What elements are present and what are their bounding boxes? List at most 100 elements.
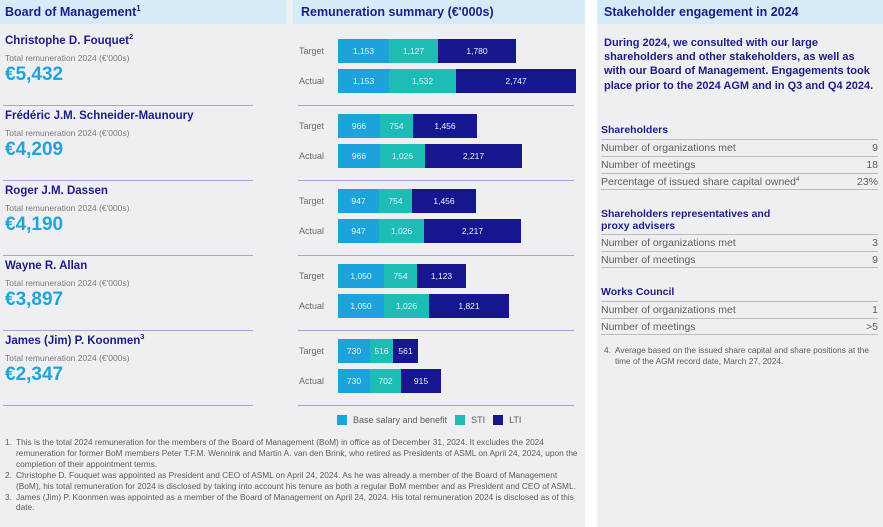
divider — [3, 405, 253, 406]
bar-sti: 1,127 — [389, 39, 438, 63]
table-row: Number of organizations met 9 — [601, 139, 878, 156]
total-label: Total remuneration 2024 (€'000s) — [5, 53, 130, 63]
footnote-text: Average based on the issued share capita… — [615, 345, 869, 366]
legend-label: Base salary and benefit — [353, 415, 448, 425]
chart-legend: Base salary and benefit STI LTI — [337, 415, 529, 425]
bar-sti: 754 — [380, 114, 413, 138]
bar-sti: 754 — [379, 189, 412, 213]
bar-lti: 2,747 — [456, 69, 576, 93]
member-name-text: James (Jim) P. Koonmen — [5, 335, 141, 347]
member-name-text: Christophe D. Fouquet — [5, 35, 129, 47]
total-label: Total remuneration 2024 (€'000s) — [5, 128, 130, 138]
row-label: Number of meetings — [601, 321, 696, 333]
total-label: Total remuneration 2024 (€'000s) — [5, 203, 130, 213]
legend-swatch-sti — [455, 415, 466, 425]
chart-header: Remuneration summary (€'000s) — [293, 0, 585, 24]
row-value: 1 — [872, 304, 878, 316]
bar-base: 966 — [338, 114, 380, 138]
total-value: €3,897 — [5, 289, 64, 310]
member-name: Christophe D. Fouquet2 — [5, 33, 252, 47]
total-value: €5,432 — [5, 64, 64, 85]
footnote-ref: 1 — [136, 4, 141, 13]
legend-label: STI — [471, 415, 486, 425]
row-label: Percentage of issued share capital owned… — [601, 174, 800, 189]
bar-lti: 1,456 — [413, 114, 477, 138]
row-label-actual: Actual — [299, 376, 325, 386]
bar-base: 1,153 — [338, 69, 389, 93]
row-label: Number of organizations met — [601, 304, 736, 316]
stakeholder-panel — [597, 0, 883, 527]
bar-lti: 915 — [401, 369, 441, 393]
divider — [3, 105, 253, 106]
divider — [298, 180, 574, 181]
row-value: 9 — [872, 254, 878, 266]
section-title-proxy-advisers: Shareholders representatives and proxy a… — [601, 208, 771, 232]
table-row: Number of organizations met 1 — [601, 301, 878, 318]
legend-item-lti: LTI — [493, 415, 521, 425]
bar-base: 1,050 — [338, 264, 384, 288]
footnote-4: 4. Average based on the issued share capi… — [604, 345, 878, 367]
footnote: 2. Christophe D. Fouquet was appointed as… — [5, 470, 580, 492]
table-row: Number of meetings 9 — [601, 251, 878, 268]
bar-base: 966 — [338, 144, 380, 168]
bar-lti: 1,780 — [438, 39, 516, 63]
board-header: Board of Management1 — [0, 0, 286, 24]
row-label-text: Percentage of issued share capital owned — [601, 176, 796, 188]
legend-item-sti: STI — [455, 415, 485, 425]
bar-lti: 2,217 — [425, 144, 522, 168]
member-name: Roger J.M. Dassen — [5, 185, 252, 197]
row-label-target: Target — [299, 121, 325, 131]
row-label-actual: Actual — [299, 226, 325, 236]
member-name: Wayne R. Allan — [5, 260, 252, 272]
bar-sti: 1,026 — [379, 219, 424, 243]
stakeholder-intro: During 2024, we consulted with our large… — [604, 37, 874, 92]
total-label: Total remuneration 2024 (€'000s) — [5, 353, 130, 363]
table-row: Number of meetings 18 — [601, 156, 878, 173]
footnote: 1. This is the total 2024 remuneration fo… — [5, 437, 580, 470]
row-label-target: Target — [299, 196, 325, 206]
divider — [3, 330, 253, 331]
table-row: Number of meetings >5 — [601, 318, 878, 335]
row-label-target: Target — [299, 46, 325, 56]
row-value: 23% — [856, 176, 878, 188]
row-label-target: Target — [299, 271, 325, 281]
bar-base: 947 — [338, 189, 379, 213]
section-title-works-council: Works Council — [601, 286, 675, 298]
footnote-ref: 3 — [140, 332, 145, 341]
bar-base: 730 — [338, 369, 370, 393]
total-value: €4,209 — [5, 139, 64, 160]
legend-item-base: Base salary and benefit — [337, 415, 447, 425]
board-member: Wayne R. Allan Total remuneration 2024 (€… — [5, 260, 252, 311]
bar-lti: 2,217 — [424, 219, 521, 243]
board-member: James (Jim) P. Koonmen3 Total remuneratio… — [5, 332, 252, 386]
divider — [298, 105, 574, 106]
divider — [298, 405, 574, 406]
footnote: 3. James (Jim) P. Koonmen was appointed a… — [5, 492, 580, 514]
bar-base: 947 — [338, 219, 379, 243]
footnote-ref: 4 — [795, 176, 800, 183]
legend-swatch-lti — [493, 415, 504, 425]
bar-sti: 1,532 — [389, 69, 456, 93]
member-name-text: Wayne R. Allan — [5, 260, 88, 272]
member-name-text: Roger J.M. Dassen — [5, 185, 108, 197]
total-label: Total remuneration 2024 (€'000s) — [5, 278, 130, 288]
row-label: Number of organizations met — [601, 142, 736, 154]
section-title-shareholders: Shareholders — [601, 124, 669, 136]
row-value: >5 — [866, 321, 878, 333]
row-label-actual: Actual — [299, 76, 325, 86]
row-label: Number of organizations met — [601, 237, 736, 249]
row-label-actual: Actual — [299, 151, 325, 161]
row-label: Number of meetings — [601, 159, 696, 171]
bar-sti: 702 — [370, 369, 401, 393]
member-name: Frédéric J.M. Schneider-Maunoury — [5, 110, 252, 122]
divider — [298, 330, 574, 331]
footnote-number: 3. — [5, 491, 12, 502]
bar-sti: 754 — [384, 264, 417, 288]
row-value: 3 — [872, 237, 878, 249]
bar-lti: 1,123 — [417, 264, 466, 288]
member-name: James (Jim) P. Koonmen3 — [5, 332, 252, 347]
legend-swatch-base — [337, 415, 347, 425]
bar-sti: 1,026 — [380, 144, 425, 168]
footnote-text: Christophe D. Fouquet was appointed as P… — [16, 469, 576, 491]
divider — [3, 180, 253, 181]
